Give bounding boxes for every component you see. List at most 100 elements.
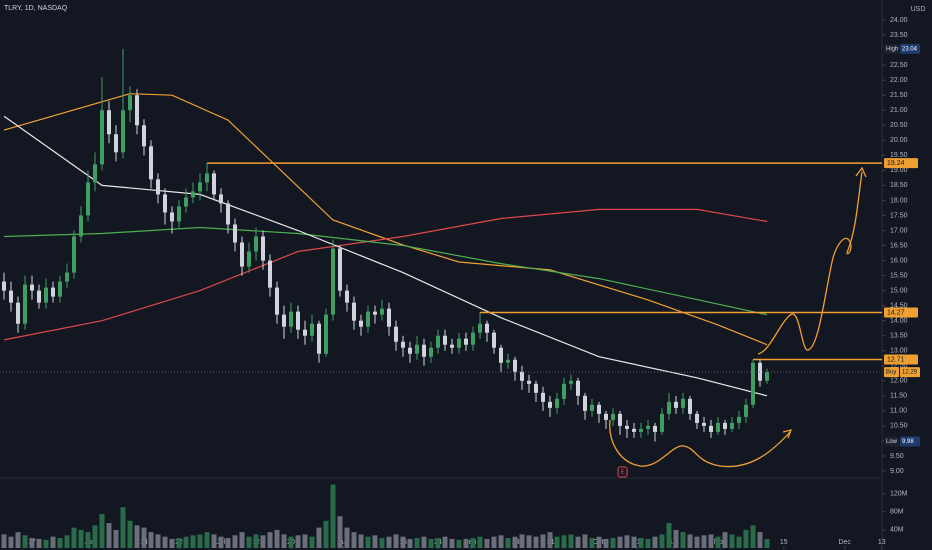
volume-bar xyxy=(638,538,644,548)
candle-body xyxy=(485,323,489,333)
volume-bar xyxy=(400,536,406,548)
y-tick-label: 11.00 xyxy=(890,408,907,415)
candle-body xyxy=(562,383,566,399)
candle-body xyxy=(282,314,286,327)
volume-bar xyxy=(526,535,532,548)
candle-body xyxy=(583,395,587,411)
volume-bar xyxy=(694,536,700,548)
badge-value-box xyxy=(900,436,920,447)
volume-tick-label: 120M xyxy=(890,490,908,497)
volume-bar xyxy=(190,535,196,548)
candle-body xyxy=(212,173,216,195)
volume-bar xyxy=(589,538,595,548)
projection-arrow xyxy=(757,171,863,355)
volume-bar xyxy=(260,535,266,548)
candle-body xyxy=(415,344,419,354)
volume-bar xyxy=(22,535,28,548)
y-tick-label: 17.00 xyxy=(890,227,908,234)
candle-body xyxy=(163,194,167,213)
candle-body xyxy=(513,359,517,372)
volume-bar xyxy=(239,532,245,548)
volume-bar xyxy=(295,535,301,548)
volume-bar xyxy=(106,523,112,548)
volume-bar xyxy=(379,538,385,548)
candle-body xyxy=(107,110,111,135)
volume-bar xyxy=(386,536,392,548)
y-tick-label: 18.00 xyxy=(890,197,908,204)
candle-body xyxy=(338,248,342,291)
volume-bar xyxy=(449,538,455,548)
candle-body xyxy=(23,284,27,324)
volume-bar xyxy=(673,529,679,548)
volume-bar xyxy=(29,538,35,548)
candle-body xyxy=(345,290,349,303)
y-tick-label: 21.00 xyxy=(890,107,908,114)
volume-bar xyxy=(547,532,553,548)
y-tick-label: 12.50 xyxy=(890,363,908,370)
x-tick-label: 13 xyxy=(878,539,886,546)
candle-body xyxy=(324,314,328,354)
volume-bar xyxy=(477,536,483,548)
volume-bar xyxy=(561,535,567,548)
volume-bar xyxy=(428,538,434,548)
volume-bar xyxy=(393,534,399,548)
volume-bar xyxy=(554,536,560,548)
candle-body xyxy=(51,287,55,297)
candle-body xyxy=(597,404,601,414)
volume-bar xyxy=(309,536,315,548)
volume-bar xyxy=(330,484,336,548)
candle-body xyxy=(765,372,769,381)
candle-body xyxy=(254,236,258,252)
candle-body xyxy=(65,272,69,282)
badge-value: 9.98 xyxy=(902,439,914,445)
candle-body xyxy=(198,182,202,192)
x-tick-label: 11 xyxy=(633,539,640,546)
candle-body xyxy=(646,425,650,429)
candle-body xyxy=(695,413,699,423)
candle-body xyxy=(401,341,405,348)
volume-bar xyxy=(750,525,756,548)
candle-body xyxy=(268,260,272,288)
y-tick-label: 23.50 xyxy=(890,32,908,39)
candle-body xyxy=(702,422,706,426)
volume-bar xyxy=(764,538,770,548)
volume-bar xyxy=(232,535,238,548)
volume-bar xyxy=(127,520,133,548)
candle-body xyxy=(100,110,104,165)
volume-bar xyxy=(50,536,56,548)
y-tick-label: 24.00 xyxy=(890,17,908,24)
x-tick-label: Dec xyxy=(838,539,851,546)
volume-bar xyxy=(617,536,623,548)
badge-value: 23.04 xyxy=(902,46,918,52)
y-tick-label: 22.50 xyxy=(890,62,908,69)
y-tick-label: 9.50 xyxy=(890,453,904,460)
volume-bar xyxy=(218,536,224,548)
volume-bar xyxy=(8,536,14,548)
candle-body xyxy=(632,428,636,432)
candle-body xyxy=(681,398,685,408)
candle-body xyxy=(9,290,13,303)
volume-bar xyxy=(15,532,21,548)
volume-bar xyxy=(71,527,77,548)
badge-label-box xyxy=(884,436,899,447)
moving-average xyxy=(3,93,768,346)
volume-bar xyxy=(582,534,588,548)
moving-average xyxy=(3,208,768,341)
candle-body xyxy=(548,401,552,408)
candle-body xyxy=(744,404,748,417)
badge-label-box xyxy=(884,367,899,378)
volume-bar xyxy=(568,534,574,548)
moving-average xyxy=(3,115,768,397)
y-tick-label: 10.50 xyxy=(890,423,908,430)
volume-bar xyxy=(722,532,728,548)
volume-bar xyxy=(1,534,7,548)
volume-bar xyxy=(372,535,378,548)
volume-bar xyxy=(442,536,448,548)
y-tick-label: 16.50 xyxy=(890,242,908,249)
candle-body xyxy=(142,125,146,147)
moving-average xyxy=(3,226,768,316)
volume-bar xyxy=(92,525,98,548)
volume-bar xyxy=(274,529,280,548)
